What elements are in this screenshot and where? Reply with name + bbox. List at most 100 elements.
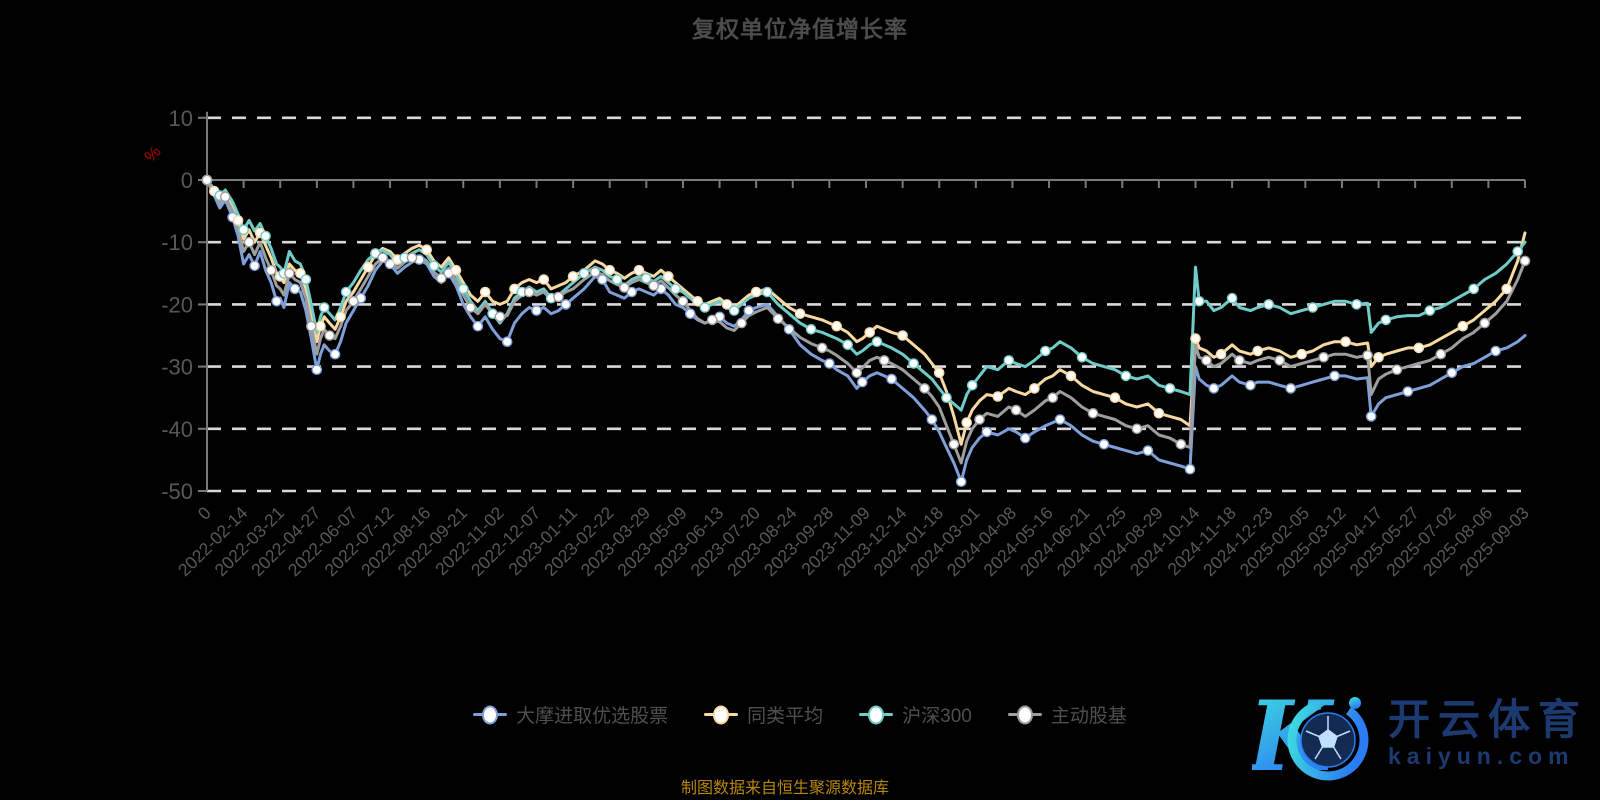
data-point-marker[interactable] bbox=[243, 236, 255, 248]
data-point-marker[interactable] bbox=[857, 376, 868, 388]
data-point-marker[interactable] bbox=[377, 252, 389, 264]
data-point-marker[interactable] bbox=[1457, 320, 1469, 332]
data-point-marker[interactable] bbox=[919, 383, 930, 394]
data-point-marker[interactable] bbox=[961, 417, 973, 428]
data-point-marker[interactable] bbox=[706, 314, 718, 326]
data-point-marker[interactable] bbox=[1512, 246, 1523, 257]
data-point-marker[interactable] bbox=[472, 320, 484, 332]
data-point-marker[interactable] bbox=[992, 391, 1004, 402]
data-point-marker[interactable] bbox=[421, 244, 433, 255]
data-point-marker[interactable] bbox=[926, 414, 938, 425]
data-point-marker[interactable] bbox=[1065, 370, 1077, 382]
data-point-marker[interactable] bbox=[289, 283, 301, 295]
data-point-marker[interactable] bbox=[851, 367, 863, 379]
data-point-marker[interactable] bbox=[721, 299, 733, 310]
data-point-marker[interactable] bbox=[641, 272, 652, 284]
data-point-marker[interactable] bbox=[1318, 351, 1329, 363]
data-point-marker[interactable] bbox=[406, 252, 418, 264]
data-point-marker[interactable] bbox=[1479, 317, 1490, 329]
data-point-marker[interactable] bbox=[1190, 333, 1201, 344]
data-point-marker[interactable] bbox=[864, 327, 876, 338]
data-point-marker[interactable] bbox=[772, 313, 784, 325]
data-point-marker[interactable] bbox=[318, 302, 330, 313]
data-point-marker[interactable] bbox=[816, 342, 828, 354]
data-point-marker[interactable] bbox=[340, 286, 352, 298]
data-point-marker[interactable] bbox=[1263, 299, 1274, 310]
data-point-marker[interactable] bbox=[685, 308, 696, 320]
legend-item-主动股基[interactable]: 主动股基 bbox=[1007, 701, 1127, 728]
data-point-marker[interactable] bbox=[750, 286, 762, 298]
data-point-marker[interactable] bbox=[842, 339, 854, 351]
data-point-marker[interactable] bbox=[879, 355, 890, 366]
data-point-marker[interactable] bbox=[1184, 463, 1196, 475]
data-point-marker[interactable] bbox=[219, 191, 231, 203]
data-point-marker[interactable] bbox=[783, 323, 795, 335]
data-point-marker[interactable] bbox=[1307, 302, 1318, 313]
series-line-同类平均[interactable] bbox=[205, 178, 1527, 446]
data-point-marker[interactable] bbox=[1285, 383, 1296, 394]
data-point-marker[interactable] bbox=[450, 264, 462, 276]
data-point-marker[interactable] bbox=[604, 264, 616, 276]
data-point-marker[interactable] bbox=[1098, 438, 1110, 450]
data-point-marker[interactable] bbox=[1351, 299, 1362, 310]
data-point-marker[interactable] bbox=[271, 295, 282, 307]
data-point-marker[interactable] bbox=[1109, 392, 1121, 404]
data-point-marker[interactable] bbox=[560, 299, 572, 310]
data-point-marker[interactable] bbox=[974, 414, 985, 425]
data-point-marker[interactable] bbox=[284, 267, 295, 279]
data-point-marker[interactable] bbox=[886, 373, 897, 385]
data-point-marker[interactable] bbox=[692, 295, 703, 307]
data-point-marker[interactable] bbox=[589, 266, 601, 278]
data-point-marker[interactable] bbox=[1340, 336, 1351, 348]
data-point-marker[interactable] bbox=[567, 271, 579, 282]
data-point-marker[interactable] bbox=[1391, 364, 1403, 376]
data-point-marker[interactable] bbox=[1501, 283, 1512, 295]
data-point-marker[interactable] bbox=[1380, 314, 1392, 326]
data-point-marker[interactable] bbox=[948, 438, 960, 450]
data-point-marker[interactable] bbox=[955, 476, 967, 488]
data-point-marker[interactable] bbox=[305, 320, 317, 332]
data-point-marker[interactable] bbox=[648, 280, 660, 292]
data-point-marker[interactable] bbox=[1234, 355, 1245, 366]
data-point-marker[interactable] bbox=[736, 317, 747, 329]
legend-item-同类平均[interactable]: 同类平均 bbox=[704, 701, 823, 728]
data-point-marker[interactable] bbox=[311, 364, 323, 376]
data-point-marker[interactable] bbox=[435, 272, 447, 284]
data-point-marker[interactable] bbox=[1245, 379, 1256, 391]
data-point-marker[interactable] bbox=[871, 336, 883, 348]
data-point-marker[interactable] bbox=[1362, 350, 1373, 361]
data-point-marker[interactable] bbox=[1446, 367, 1458, 379]
data-point-marker[interactable] bbox=[1252, 345, 1263, 357]
data-point-marker[interactable] bbox=[260, 230, 271, 242]
data-point-marker[interactable] bbox=[597, 274, 608, 285]
data-point-marker[interactable] bbox=[1468, 283, 1479, 295]
data-point-marker[interactable] bbox=[966, 379, 978, 391]
data-point-marker[interactable] bbox=[897, 330, 908, 341]
data-point-marker[interactable] bbox=[981, 426, 993, 438]
data-point-marker[interactable] bbox=[1120, 370, 1132, 382]
data-point-marker[interactable] bbox=[1029, 383, 1040, 394]
data-point-marker[interactable] bbox=[494, 311, 506, 323]
data-point-marker[interactable] bbox=[249, 260, 260, 272]
data-point-marker[interactable] bbox=[300, 274, 312, 285]
data-point-marker[interactable] bbox=[619, 282, 630, 293]
data-point-marker[interactable] bbox=[329, 348, 341, 360]
data-point-marker[interactable] bbox=[824, 358, 835, 369]
data-point-marker[interactable] bbox=[428, 260, 440, 272]
series-line-沪深300[interactable] bbox=[205, 178, 1527, 412]
data-point-marker[interactable] bbox=[1175, 438, 1187, 450]
data-point-marker[interactable] bbox=[743, 305, 755, 316]
data-point-marker[interactable] bbox=[1365, 411, 1377, 422]
data-point-marker[interactable] bbox=[663, 271, 674, 282]
data-point-marker[interactable] bbox=[1215, 348, 1227, 360]
data-point-marker[interactable] bbox=[670, 283, 681, 295]
data-point-marker[interactable] bbox=[1020, 432, 1031, 444]
data-point-marker[interactable] bbox=[761, 286, 773, 298]
data-point-marker[interactable] bbox=[1274, 355, 1285, 366]
legend-item-沪深300[interactable]: 沪深300 bbox=[859, 701, 972, 728]
data-point-marker[interactable] bbox=[1047, 392, 1058, 404]
series-line-主动股基[interactable] bbox=[205, 178, 1527, 465]
data-point-marker[interactable] bbox=[794, 308, 806, 320]
data-point-marker[interactable] bbox=[348, 295, 359, 307]
